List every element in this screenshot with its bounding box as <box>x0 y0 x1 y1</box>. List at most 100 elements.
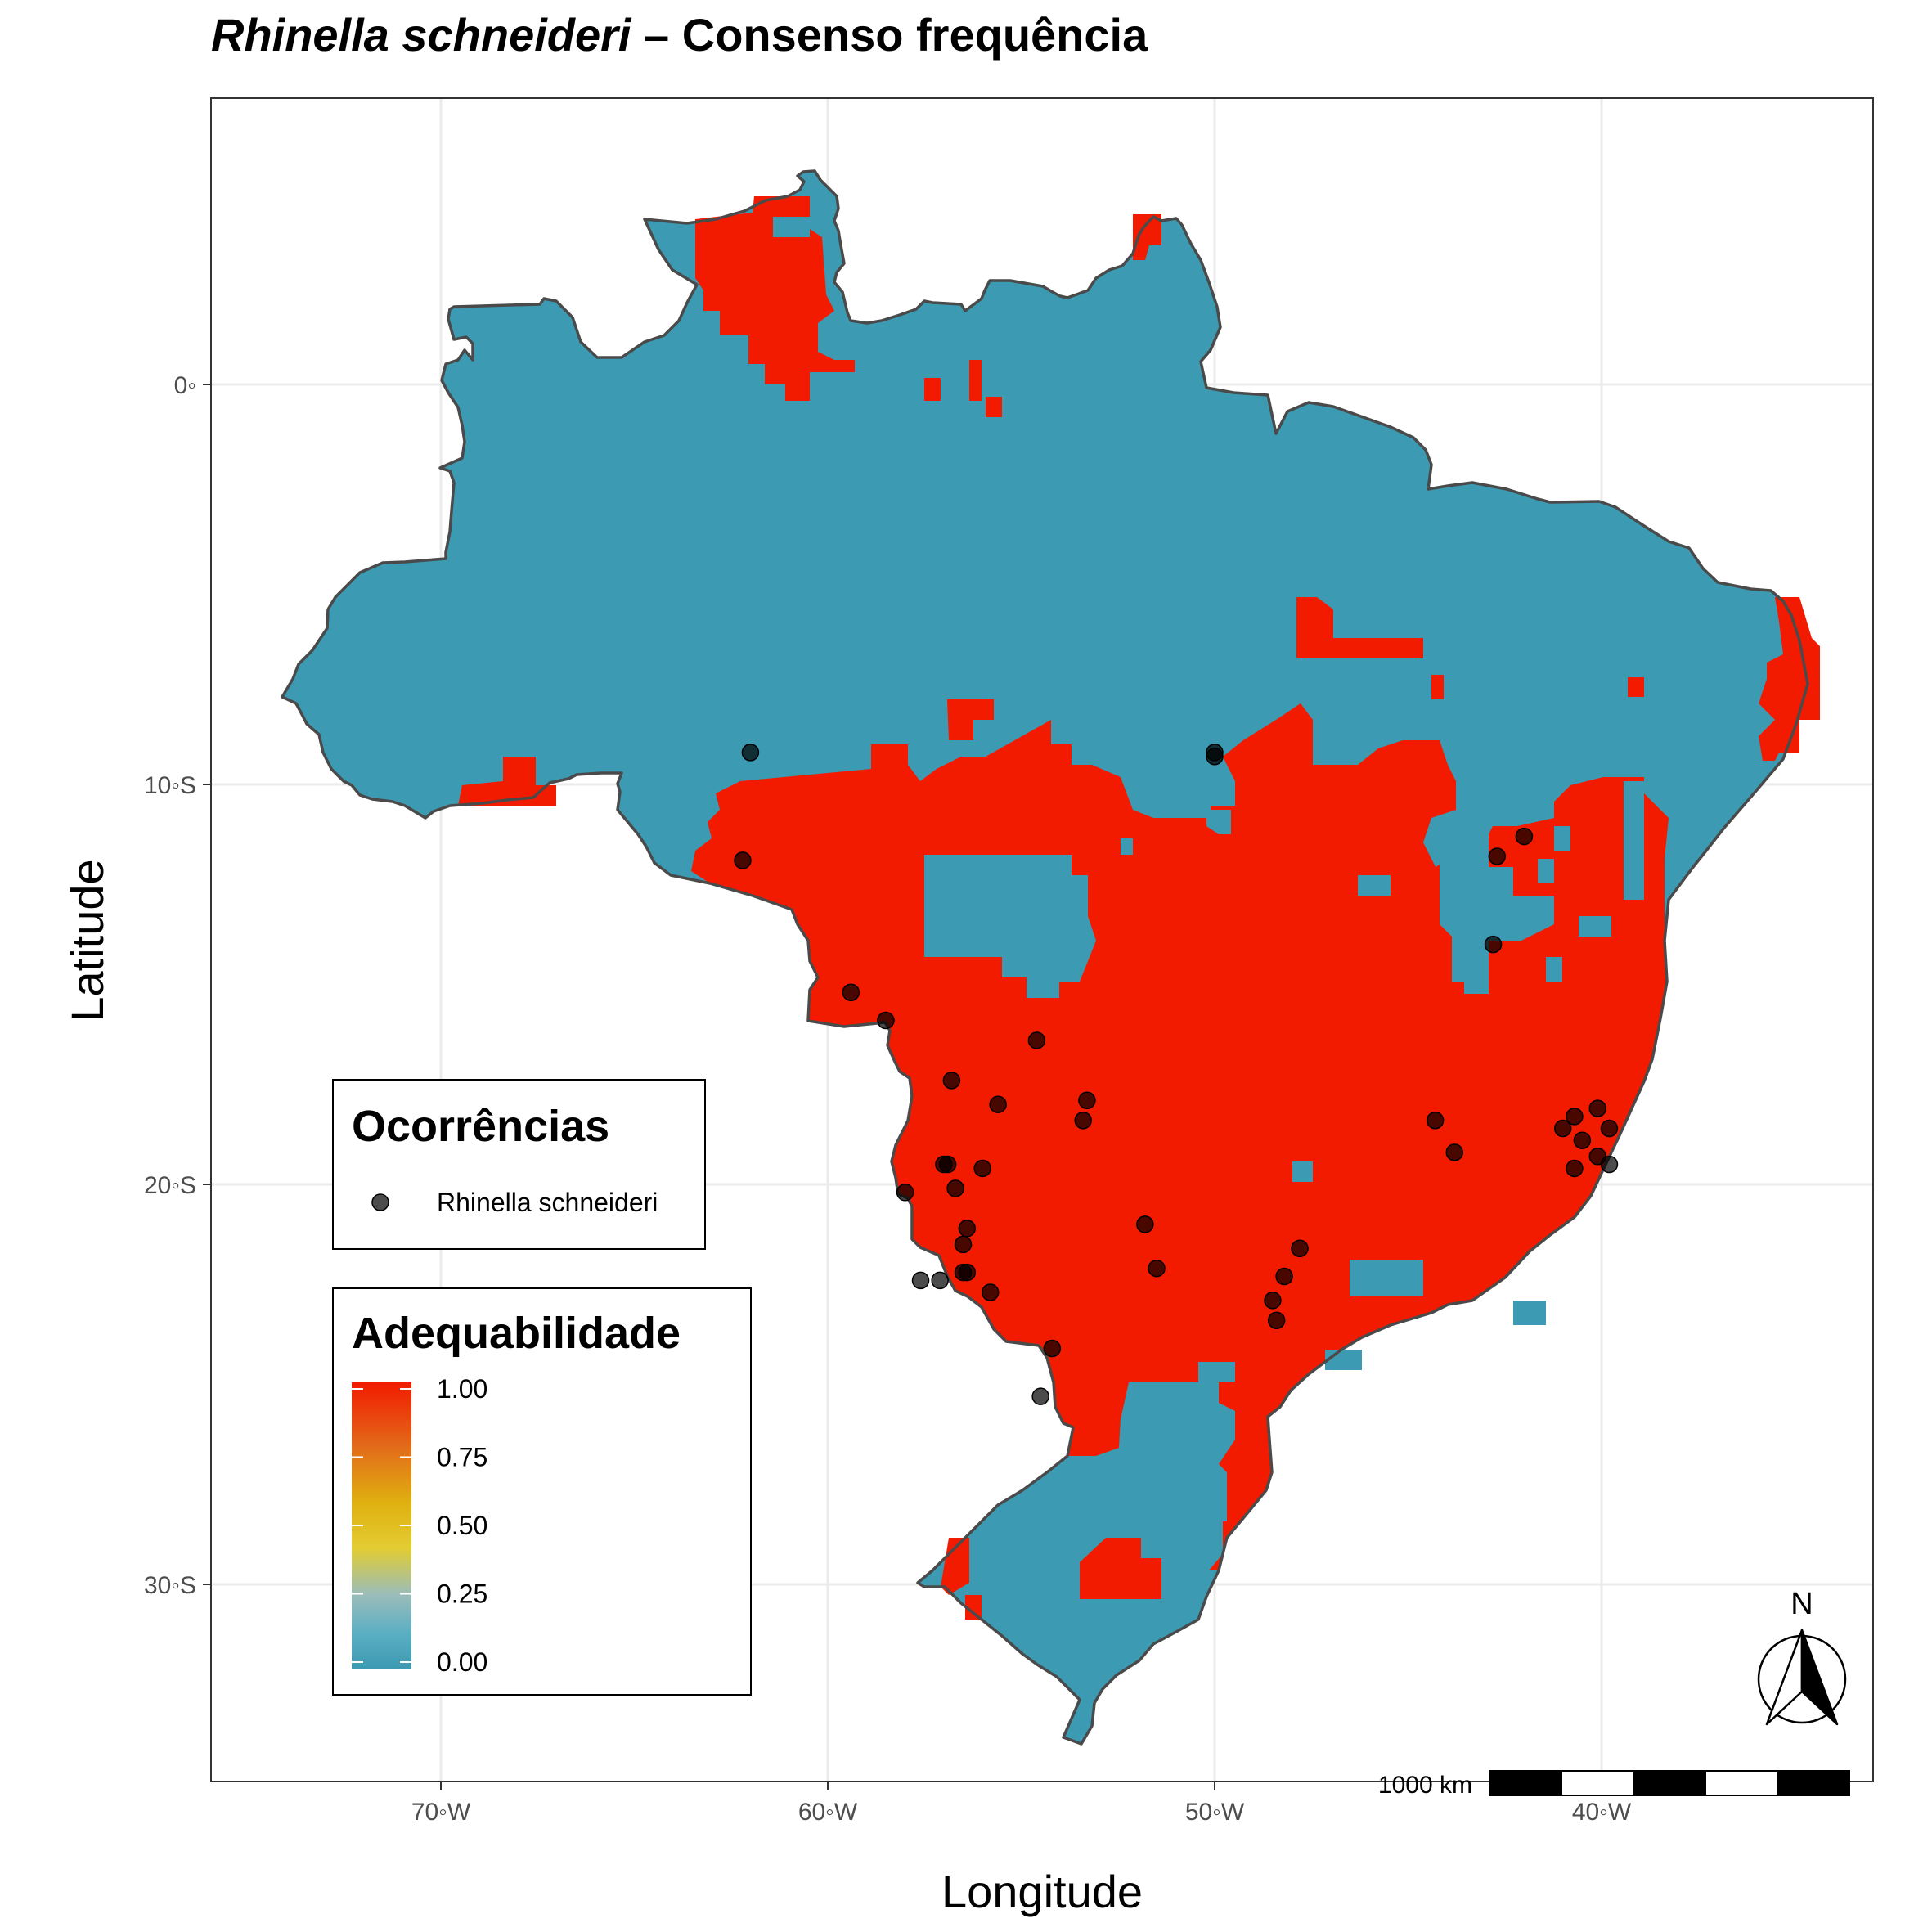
occurrence-point <box>1031 1387 1049 1405</box>
occurrence-point <box>1488 847 1507 865</box>
scale-bar-label: 1000 km <box>1378 1772 1472 1799</box>
scale-seg-2 <box>1561 1770 1634 1796</box>
occurrence-point <box>741 744 760 762</box>
occurrence-point <box>942 1072 961 1090</box>
colorbar-tick-label: 0.75 <box>437 1443 487 1472</box>
x-tick-label: 70◦W <box>411 1799 471 1826</box>
panel-border <box>210 97 1874 1782</box>
occurrence-point <box>1206 748 1224 766</box>
scale-seg-1 <box>1489 1770 1562 1796</box>
suitable-patch <box>1431 675 1444 699</box>
unsuitable-patch <box>1513 1301 1546 1325</box>
legend-point-key <box>371 1193 389 1211</box>
unsuitable-patch <box>1325 1350 1362 1370</box>
occurrence-point <box>1553 1119 1572 1138</box>
suitable-patch <box>695 196 855 401</box>
colorbar-tick-label: 0.50 <box>437 1511 487 1540</box>
suitable-patch <box>986 397 1002 417</box>
occurrence-points <box>734 744 1619 1405</box>
occurrence-point <box>1588 1099 1607 1117</box>
colorbar-tick-label: 0.25 <box>437 1579 487 1609</box>
x-tick-label: 50◦W <box>1185 1799 1245 1826</box>
y-tick-label: 10◦S <box>144 772 196 799</box>
scale-bar: 1000 km <box>1378 1770 1850 1799</box>
legend-point-label: Rhinella schneideri <box>437 1188 658 1217</box>
suitable-patch <box>1133 214 1161 260</box>
occurrence-point <box>958 1220 977 1238</box>
suitable-patch <box>941 1538 969 1595</box>
occurrence-point <box>1027 1031 1046 1049</box>
occurrence-point <box>734 851 752 869</box>
title-rest: – Consenso frequência <box>631 9 1149 61</box>
brazil-border <box>281 169 1809 1746</box>
x-tick-label: 60◦W <box>798 1799 858 1826</box>
occurrence-point <box>938 1155 957 1174</box>
occurrence-point <box>946 1179 964 1197</box>
occurrence-point <box>931 1271 949 1290</box>
occurrence-point <box>877 1011 895 1030</box>
suitable-patch <box>947 699 994 740</box>
unsuitable-patch <box>1121 838 1133 855</box>
occurrence-point <box>1148 1259 1166 1278</box>
occurrence-point <box>1566 1159 1584 1178</box>
legend-adequabilidade: Adequabilidade 1.00 0.75 0.50 0.25 0.00 <box>332 1287 752 1696</box>
occurrence-point <box>1573 1131 1592 1149</box>
occurrence-point <box>973 1159 991 1178</box>
occurrence-point <box>1291 1239 1309 1257</box>
colorbar-ticks: 1.00 0.75 0.50 0.25 0.00 <box>352 1374 487 1677</box>
scale-seg-4 <box>1705 1770 1778 1796</box>
y-axis-label: Latitude <box>61 859 113 1022</box>
suitable-patch <box>969 360 982 401</box>
y-tick-label: 0◦ <box>174 372 196 399</box>
unsuitable-patch <box>924 855 1096 998</box>
occurrence-point <box>981 1283 1000 1301</box>
unsuitable-patch <box>1206 810 1231 834</box>
north-label: N <box>1790 1587 1813 1621</box>
unsuitable-patch <box>1554 826 1570 851</box>
unsuitable-patch <box>1440 818 1554 994</box>
occurrence-point <box>1600 1155 1619 1174</box>
occurrence-point <box>989 1095 1007 1113</box>
suitable-patch <box>965 1595 982 1620</box>
occurrence-point <box>1264 1292 1282 1310</box>
occurrence-point <box>1426 1112 1445 1130</box>
plot-title: Rhinella schneideri – Consenso frequênci… <box>211 9 1148 61</box>
occurrence-point <box>842 983 860 1002</box>
suitable-patch <box>924 378 941 401</box>
unsuitable-patch <box>773 217 810 237</box>
occurrence-point <box>911 1271 930 1290</box>
north-arrow-icon: N <box>1757 1587 1847 1726</box>
scale-seg-3 <box>1633 1770 1706 1796</box>
occurrence-point <box>1600 1119 1619 1138</box>
occurrence-point <box>1267 1311 1286 1330</box>
occurrence-point <box>954 1235 973 1254</box>
unsuitable-patch <box>1358 875 1391 896</box>
occurrence-point <box>958 1263 977 1282</box>
legend-occurrences: Ocorrências Rhinella schneideri <box>332 1079 706 1250</box>
y-tick-label: 20◦S <box>144 1172 196 1199</box>
occurrence-point <box>1445 1143 1464 1161</box>
occurrence-point <box>1136 1215 1154 1233</box>
occurrence-point <box>1078 1091 1096 1110</box>
occurrence-point <box>1515 827 1534 846</box>
occurrence-point <box>1074 1112 1092 1130</box>
colorbar-tick-label: 0.00 <box>437 1647 487 1677</box>
occurrence-point <box>896 1184 914 1202</box>
occurrence-point <box>1484 935 1503 954</box>
unsuitable-patch <box>1350 1260 1423 1296</box>
unsuitable-patch <box>1624 781 1644 900</box>
occurrence-point <box>1566 1108 1584 1126</box>
axis-ticks: 70◦W 60◦W 50◦W 40◦W 0◦ 10◦S 20◦S 30◦S <box>144 372 1632 1826</box>
scale-seg-5 <box>1777 1770 1850 1796</box>
title-species: Rhinella schneideri <box>211 9 632 61</box>
x-axis-label: Longitude <box>941 1866 1143 1917</box>
unsuitable-patch <box>1072 1382 1223 1603</box>
unsuitable-patches <box>773 217 1644 1603</box>
suitable-patch <box>1296 597 1423 658</box>
occurrence-point <box>1043 1339 1062 1358</box>
suitable-patch <box>458 757 556 806</box>
unsuitable-patch <box>1546 957 1562 982</box>
unsuitable-patch <box>1198 1362 1235 1382</box>
legend-colorbar-title: Adequabilidade <box>352 1309 681 1358</box>
